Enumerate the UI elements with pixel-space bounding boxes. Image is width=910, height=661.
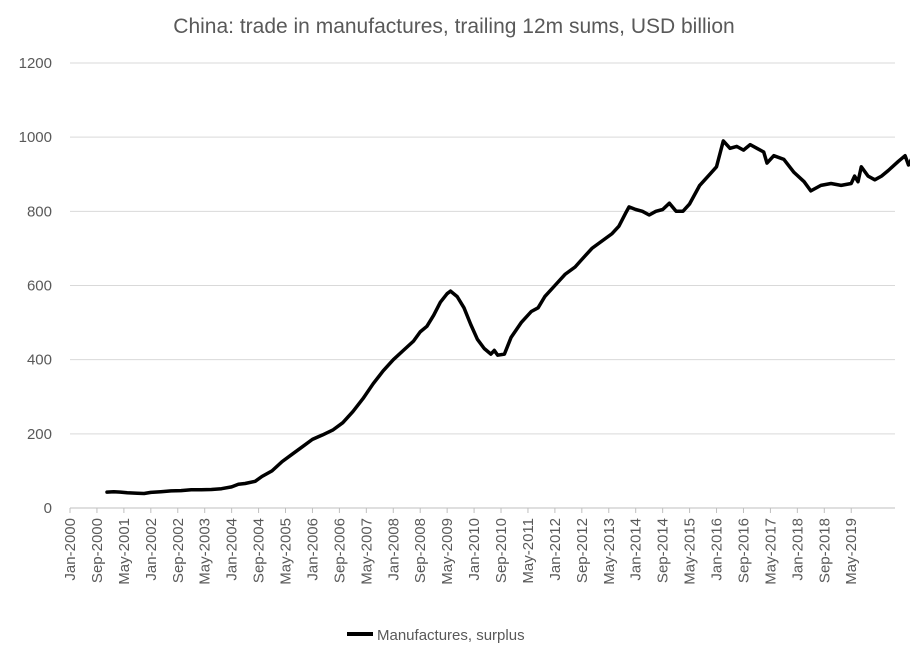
x-tick-label: May-2005 <box>278 518 295 585</box>
x-tick-label: May-2011 <box>520 518 537 584</box>
series-line-0 <box>105 139 910 496</box>
x-tick-label: Sep-2002 <box>170 518 187 583</box>
x-tick-label: May-2013 <box>601 518 618 585</box>
x-tick-label: May-2015 <box>682 518 699 585</box>
x-tick-label: May-2017 <box>762 518 779 585</box>
x-tick-label: Jan-2008 <box>385 518 402 581</box>
x-tick-label: Sep-2008 <box>412 518 429 583</box>
x-tick-label: May-2003 <box>197 518 214 585</box>
x-tick-label: Sep-2014 <box>655 518 672 583</box>
y-axis-tick-labels: 0 200 400 600 800 1000 1200 <box>19 55 52 517</box>
x-tick-label: Jan-2004 <box>224 518 241 581</box>
x-tick-label: Sep-2006 <box>331 518 348 583</box>
x-tick-label: Sep-2016 <box>735 518 752 583</box>
x-tick-label: Jan-2000 <box>62 518 79 581</box>
gridlines <box>70 62 895 435</box>
y-tick-label: 200 <box>27 426 52 443</box>
y-tick-label: 800 <box>27 203 52 220</box>
legend-label: Manufactures, surplus <box>377 627 525 644</box>
y-tick-label: 400 <box>27 352 52 369</box>
x-tick-label: May-2001 <box>116 518 133 585</box>
legend: Manufactures, surplus <box>347 627 525 644</box>
x-tick-label: Jan-2016 <box>709 518 726 581</box>
x-tick-label: Sep-2000 <box>89 518 106 583</box>
chart-title: China: trade in manufactures, trailing 1… <box>173 15 734 38</box>
y-tick-label: 1200 <box>19 55 52 72</box>
y-tick-label: 600 <box>27 278 52 295</box>
y-tick-label: 1000 <box>19 129 52 146</box>
x-tick-label: May-2009 <box>439 518 456 585</box>
x-tick-label: Jan-2002 <box>143 518 160 581</box>
x-tick-label: Jan-2006 <box>304 518 321 581</box>
y-tick-label: 0 <box>44 500 52 517</box>
x-tick-label: Jan-2012 <box>547 518 564 581</box>
x-tick-label: Jan-2010 <box>466 518 483 581</box>
x-tick-label: Jan-2014 <box>628 518 645 581</box>
x-axis-tick-labels: Jan-2000 Sep-2000 May-2001 Jan-2002 Sep-2002… <box>62 508 860 585</box>
x-tick-label: Sep-2018 <box>816 518 833 583</box>
x-tick-label: Sep-2010 <box>493 518 510 583</box>
x-tick-label: May-2007 <box>358 518 375 585</box>
x-tick-label: Sep-2012 <box>574 518 591 583</box>
x-tick-label: Jan-2018 <box>789 518 806 581</box>
x-tick-label: May-2019 <box>843 518 860 585</box>
series-layer <box>105 139 910 496</box>
x-tick-label: Sep-2004 <box>251 518 268 583</box>
